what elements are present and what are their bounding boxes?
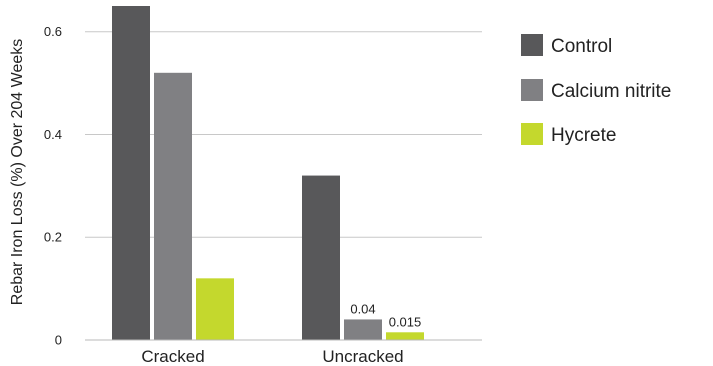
legend-swatch	[521, 79, 543, 101]
category-label: Uncracked	[322, 347, 403, 366]
y-tick-label: 0.2	[44, 230, 62, 245]
bar-calcium-nitrite-cracked	[154, 72, 192, 341]
bar-hycrete-uncracked	[386, 332, 424, 340]
bar-control-uncracked	[302, 175, 340, 340]
legend-label: Calcium nitrite	[551, 81, 671, 102]
legend-swatch	[521, 34, 543, 56]
bar-control-cracked	[112, 6, 150, 340]
legend: Control Calcium nitrite Hycrete	[521, 34, 671, 146]
bar-calcium-nitrite-uncracked	[344, 319, 382, 340]
bars	[112, 6, 424, 341]
data-label: 0.04	[350, 301, 375, 316]
legend-swatch	[521, 123, 543, 145]
y-tick-labels: 0 0.2 0.4 0.6	[44, 24, 62, 347]
y-axis-label: Rebar Iron Loss (%) Over 204 Weeks	[9, 39, 26, 305]
category-labels: Cracked Uncracked	[141, 347, 403, 366]
data-label: 0.015	[389, 314, 422, 329]
data-labels: 0.04 0.015	[350, 301, 421, 329]
legend-label: Control	[551, 36, 612, 57]
y-tick-label: 0	[55, 333, 62, 348]
y-tick-label: 0.4	[44, 127, 62, 142]
legend-label: Hycrete	[551, 125, 616, 146]
y-tick-label: 0.6	[44, 24, 62, 39]
gridlines	[85, 31, 482, 238]
category-label: Cracked	[141, 347, 204, 366]
bar-hycrete-cracked	[196, 278, 234, 340]
